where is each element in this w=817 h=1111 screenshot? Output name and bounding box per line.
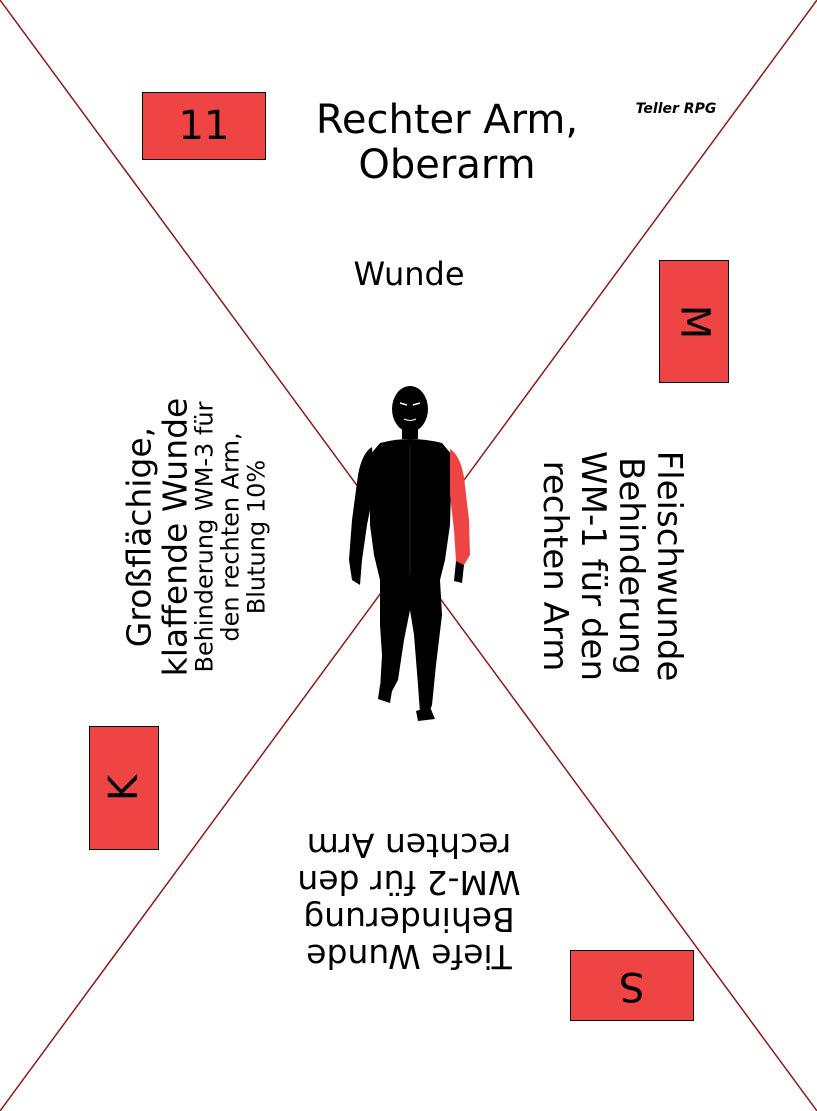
figure-left-arm: [349, 447, 374, 585]
wound-k-code-box: K: [89, 726, 159, 850]
wound-s-effect-line3: rechten Arm: [306, 826, 512, 866]
card-title-line2: Oberarm: [358, 142, 536, 188]
figure-torso: [370, 439, 452, 580]
silhouette-figure-icon: [349, 386, 470, 721]
wound-m-effect-line1: Behinderung: [611, 457, 652, 675]
wound-k-code: K: [100, 774, 147, 802]
brand-label: Teller RPG: [635, 101, 717, 118]
wound-s-effect-line1: Behinderung: [303, 899, 515, 939]
wound-s-name: Tiefe Wunde: [306, 936, 512, 976]
wound-k-name-line1: Großflächige,: [119, 426, 159, 648]
figure-legs: [380, 580, 442, 715]
card-subtitle: Wunde: [353, 255, 465, 294]
card-title-line1: Rechter Arm,: [315, 97, 579, 144]
wound-m-code-box: M: [659, 260, 729, 383]
card-number: 11: [178, 103, 230, 149]
wound-m-text: Fleischwunde Behinderung WM-1 für den re…: [534, 450, 690, 682]
wound-s-code-box: S: [570, 950, 694, 1021]
wound-k-effect-line1: Behinderung WM-3 für: [190, 401, 219, 673]
card-title: Rechter Arm, Oberarm: [316, 98, 578, 188]
wound-m-code: M: [670, 304, 717, 339]
wound-m-effect-line3: rechten Arm: [534, 460, 575, 672]
wound-s-text: Tiefe Wunde Behinderung WM-2 für den rec…: [297, 826, 521, 976]
wound-s-effect-line2: WM-2 für den: [297, 863, 521, 902]
wound-k-name-line2: klaffende Wunde: [155, 397, 195, 677]
figure-right-arm-highlight: [450, 449, 470, 565]
figure-head: [392, 386, 428, 432]
wound-k-text: Großflächige, klaffende Wunde Behinderun…: [119, 397, 271, 677]
card-number-box: 11: [142, 92, 266, 160]
wound-m-name: Fleischwunde: [649, 450, 690, 682]
wound-k-effect-line2: den rechten Arm,: [216, 432, 245, 642]
wound-m-effect-line2: WM-1 für den: [573, 450, 613, 682]
wound-k-effect-line3: Blutung 10%: [242, 459, 271, 615]
wound-s-code: S: [619, 962, 645, 1009]
